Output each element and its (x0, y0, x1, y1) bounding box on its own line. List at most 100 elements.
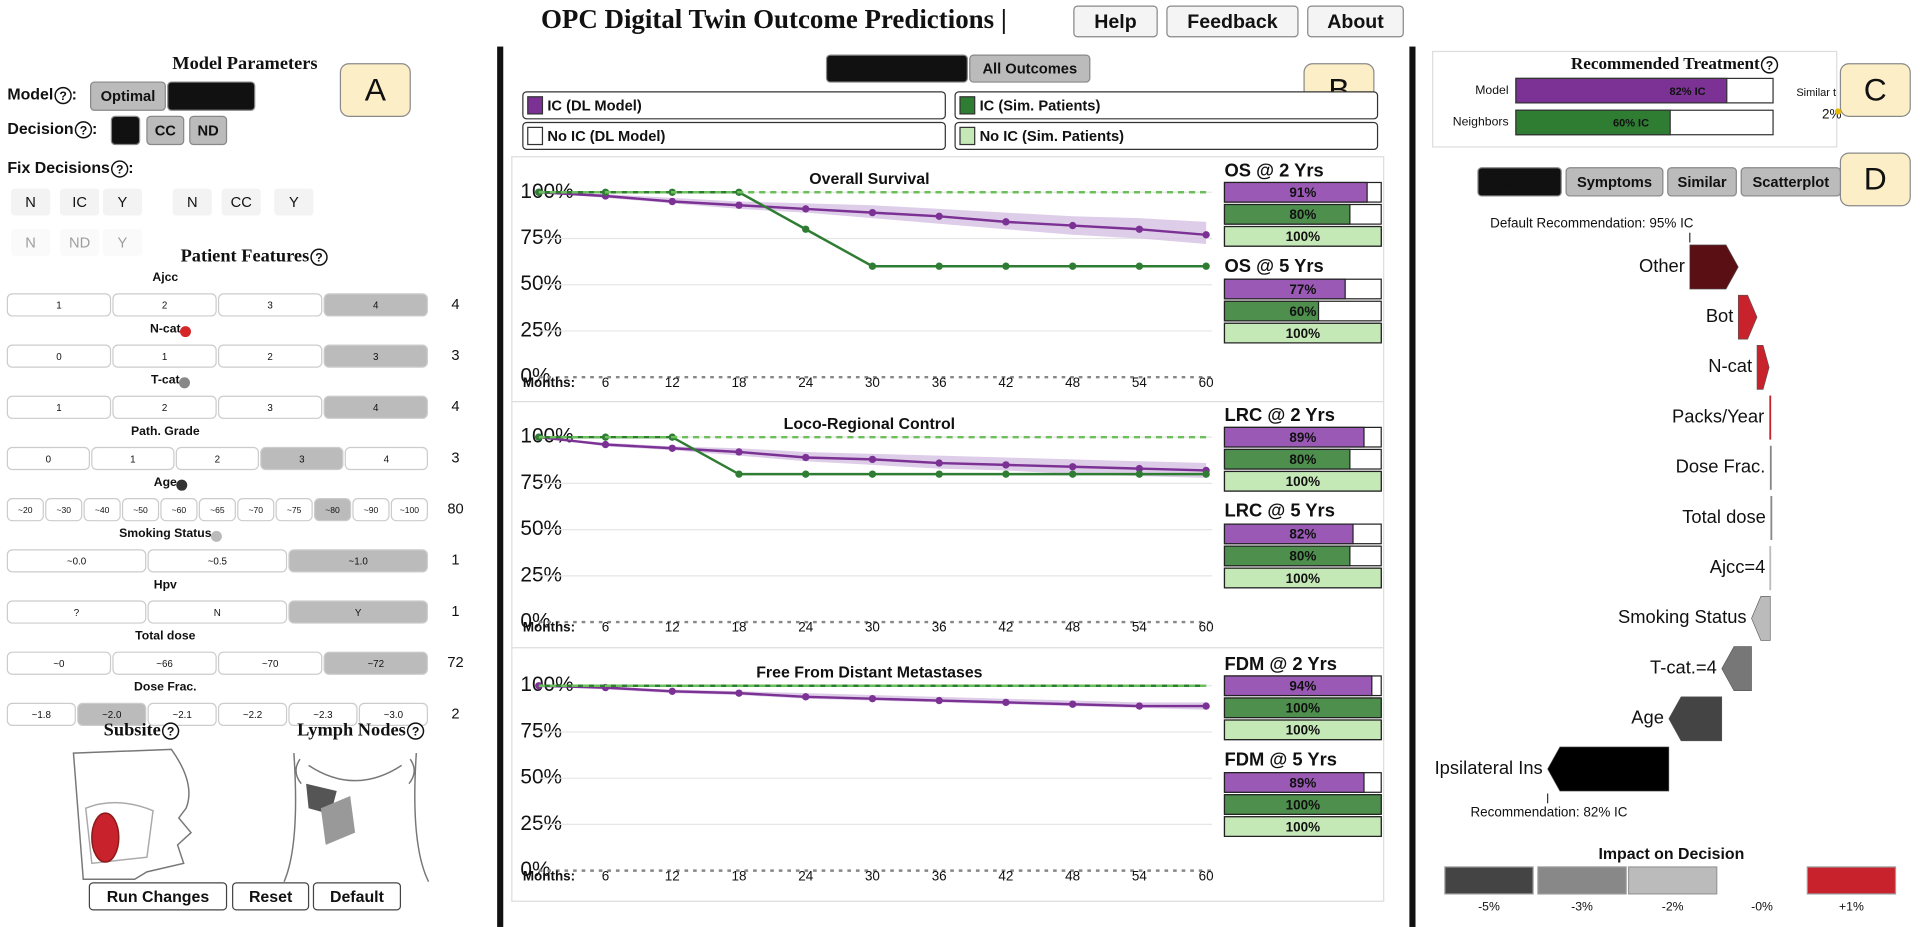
feature-option[interactable] (6, 344, 112, 368)
feature-option[interactable] (83, 498, 121, 522)
help-icon[interactable] (310, 248, 328, 266)
help-icon[interactable] (110, 160, 129, 178)
fix-option[interactable] (274, 188, 314, 216)
feature-name: N-cat (150, 321, 181, 335)
feature-value: 3 (451, 348, 459, 364)
feature-option[interactable] (198, 498, 236, 522)
explanation-tab[interactable] (1565, 167, 1664, 197)
action-button[interactable] (232, 882, 310, 911)
feature-option[interactable] (160, 498, 198, 522)
y-tick-label: 25% (520, 318, 562, 341)
header-button[interactable] (1073, 5, 1158, 38)
feature-option[interactable] (121, 498, 160, 522)
help-icon[interactable] (74, 121, 93, 139)
explanation-tab-label: Symptoms (1577, 175, 1652, 191)
fix-option[interactable] (11, 188, 51, 216)
feature-option[interactable] (323, 395, 428, 419)
fix-option[interactable] (172, 188, 212, 216)
fix-option[interactable] (221, 188, 261, 216)
feature-option-label: 4 (384, 454, 390, 465)
feature-option[interactable] (288, 702, 358, 727)
feature-option[interactable] (6, 651, 112, 675)
feature-option[interactable] (323, 344, 428, 368)
feature-option[interactable] (323, 293, 428, 317)
header-button[interactable] (1166, 5, 1299, 38)
feature-option[interactable] (6, 446, 90, 471)
legend-item[interactable] (954, 91, 1379, 120)
fix-option[interactable] (102, 188, 143, 216)
feature-option[interactable] (217, 702, 288, 727)
action-button[interactable] (312, 882, 402, 911)
feature-option[interactable] (147, 702, 217, 727)
feature-option[interactable] (275, 498, 313, 522)
impact-swatch (1537, 866, 1627, 895)
x-tick-label: 60 (1199, 375, 1214, 390)
explanation-tab[interactable] (1477, 167, 1562, 197)
fix-option[interactable] (60, 229, 100, 256)
feature-option[interactable] (344, 446, 428, 471)
feature-option[interactable] (91, 446, 175, 471)
legend-item[interactable] (954, 121, 1379, 151)
decision-option[interactable] (146, 115, 185, 146)
feature-option[interactable] (217, 395, 323, 419)
fix-option[interactable] (60, 188, 100, 216)
curve-point (668, 687, 676, 695)
fix-option[interactable] (102, 229, 143, 256)
legend-item[interactable] (522, 121, 946, 151)
feature-option[interactable] (288, 549, 428, 573)
decision-option[interactable] (189, 115, 228, 146)
feature-indicator (178, 377, 190, 389)
feature-option[interactable] (6, 293, 112, 317)
header-button[interactable] (1307, 5, 1404, 38)
feature-option[interactable] (352, 498, 390, 522)
model-option[interactable] (90, 81, 166, 111)
help-icon[interactable] (406, 722, 425, 740)
view-tab[interactable] (969, 54, 1091, 83)
neck-outline (283, 753, 430, 882)
feature-option-label: ~70 (248, 505, 263, 515)
feature-option[interactable] (6, 549, 147, 573)
metric-value: 80% (1289, 549, 1316, 564)
model-option[interactable] (167, 81, 256, 111)
feature-option[interactable] (217, 344, 323, 368)
feature-option[interactable] (175, 446, 259, 471)
help-icon[interactable] (1760, 56, 1779, 74)
feature-option[interactable] (6, 498, 44, 522)
feature-option[interactable] (6, 395, 112, 419)
feature-option[interactable] (147, 600, 288, 624)
x-tick-label: 24 (798, 375, 813, 390)
legend-item[interactable] (522, 91, 946, 120)
feature-option[interactable] (288, 600, 428, 624)
view-tab[interactable] (825, 54, 968, 83)
feature-option[interactable] (112, 395, 217, 419)
feature-option[interactable] (390, 498, 428, 522)
curve-point (868, 262, 877, 270)
feature-option[interactable] (6, 702, 76, 727)
feature-option[interactable] (217, 293, 323, 317)
feature-option[interactable] (45, 498, 83, 522)
feature-option[interactable] (112, 344, 217, 368)
feature-option[interactable] (260, 446, 344, 471)
feature-option[interactable] (6, 600, 147, 624)
feature-option[interactable] (237, 498, 275, 522)
feature-option[interactable] (323, 651, 428, 675)
feature-option[interactable] (112, 293, 217, 317)
feature-option[interactable] (77, 702, 147, 727)
explanation-tab[interactable] (1667, 167, 1737, 197)
feature-option[interactable] (358, 702, 428, 727)
help-icon[interactable] (161, 722, 180, 740)
feature-option[interactable] (112, 651, 217, 675)
help-icon[interactable] (54, 86, 72, 105)
feature-option-label: ~100 (400, 505, 420, 515)
subsite-diagram[interactable] (72, 748, 430, 882)
x-tick-label: 24 (798, 620, 813, 635)
view-tab-label: All Outcomes (982, 62, 1077, 78)
feature-option[interactable] (217, 651, 323, 675)
x-tick-label: 6 (602, 620, 609, 635)
feature-option[interactable] (147, 549, 288, 573)
decision-option[interactable] (110, 115, 141, 146)
fix-option[interactable] (11, 229, 51, 256)
feature-option[interactable] (313, 498, 352, 522)
explanation-tab[interactable] (1740, 167, 1842, 197)
action-button[interactable] (88, 882, 228, 911)
